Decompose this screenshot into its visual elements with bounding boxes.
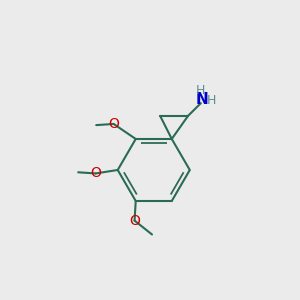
Text: O: O [129, 214, 140, 228]
Text: O: O [108, 117, 119, 131]
Text: H: H [196, 84, 206, 98]
Text: N: N [196, 92, 208, 107]
Text: H: H [207, 94, 216, 107]
Text: O: O [90, 167, 101, 180]
